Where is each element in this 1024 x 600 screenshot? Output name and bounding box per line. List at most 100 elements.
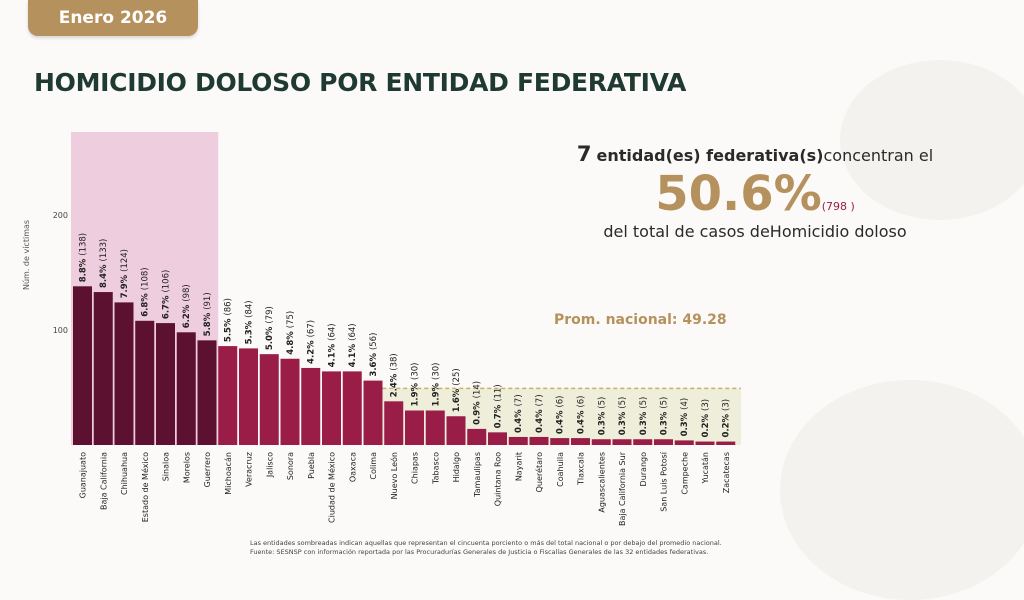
data-label: 0.9% (14): [473, 381, 483, 425]
data-label: 7.9% (124): [120, 249, 130, 298]
average-label: Prom. nacional: 49.28: [554, 312, 727, 328]
data-label: 0.3% (4): [680, 398, 690, 437]
data-label: 0.2% (3): [701, 399, 711, 438]
summary-entities: entidad(es) federativa(s): [596, 146, 824, 165]
bar: [93, 292, 113, 445]
y-tick-label: 200: [53, 211, 68, 220]
category-label: Coahuila: [556, 452, 565, 487]
category-label: Colima: [369, 452, 378, 480]
category-label: Campeche: [680, 452, 689, 495]
bar: [425, 410, 445, 445]
page-title: HOMICIDIO DOLOSO POR ENTIDAD FEDERATIVA: [34, 68, 687, 97]
data-label: 0.3% (5): [618, 397, 628, 436]
data-label: 0.4% (7): [535, 394, 545, 433]
bar: [716, 441, 736, 445]
footnote-1: Las entidades sombreadas indican aquella…: [250, 539, 722, 547]
category-label: San Luis Potosí: [660, 451, 669, 512]
data-label: 0.4% (7): [514, 394, 524, 433]
summary-percent: 50.6%: [655, 166, 822, 222]
data-label: 6.2% (98): [182, 284, 192, 328]
category-label: Veracruz: [245, 452, 254, 487]
category-label: Quintana Roo: [494, 452, 503, 506]
bar: [218, 346, 238, 445]
data-label: 0.7% (11): [494, 384, 504, 428]
category-label: Zacatecas: [722, 452, 731, 493]
category-label: Chihuahua: [120, 452, 129, 495]
category-label: Baja California Sur: [618, 451, 627, 526]
bar: [633, 439, 653, 445]
category-label: Nayarit: [514, 452, 523, 481]
bar: [280, 358, 300, 445]
bar: [156, 323, 175, 445]
data-label: 3.6% (56): [369, 333, 379, 377]
data-label: 5.0% (79): [265, 306, 275, 350]
bar: [197, 340, 217, 445]
category-label: Guanajuato: [79, 452, 88, 498]
data-label: 1.9% (30): [431, 363, 441, 407]
summary-concentrate: concentran el: [823, 146, 934, 165]
data-label: 5.8% (91): [203, 292, 213, 336]
bar: [591, 439, 611, 445]
category-label: Oaxaca: [348, 452, 357, 482]
data-label: 0.4% (6): [577, 396, 587, 435]
data-label: 2.4% (38): [390, 353, 400, 397]
period-badge: Enero 2026: [28, 0, 198, 36]
bar: [322, 371, 341, 445]
category-label: Hidalgo: [452, 452, 461, 483]
category-label: Chiapas: [411, 452, 420, 484]
bar: [488, 432, 507, 445]
summary-cases: (798 ): [821, 200, 855, 213]
bar: [654, 439, 673, 445]
category-label: Morelos: [182, 452, 191, 483]
category-label: Aguascalientes: [597, 452, 606, 513]
bar: [301, 367, 321, 445]
bar: [342, 371, 362, 445]
bar: [571, 438, 590, 445]
category-label: Tabasco: [431, 452, 440, 485]
category-label: Baja California: [99, 452, 108, 510]
data-label: 0.3% (5): [660, 397, 670, 436]
data-label: 1.9% (30): [411, 363, 421, 407]
bar: [384, 401, 404, 445]
category-label: Yucatán: [701, 452, 710, 484]
category-label: Estado de México: [140, 452, 150, 522]
bar: [695, 441, 715, 445]
data-label: 0.3% (5): [597, 397, 607, 436]
summary-line1: 7 entidad(es) federativa(s)concentran el: [540, 142, 970, 166]
category-label: Tlaxcala: [577, 452, 586, 486]
data-label: 5.3% (84): [245, 300, 255, 344]
category-label: Tamaulipas: [473, 452, 482, 498]
category-label: Ciudad de México: [327, 452, 337, 523]
data-label: 4.8% (75): [286, 311, 296, 355]
data-label: 4.1% (64): [348, 323, 358, 367]
summary-count: 7: [576, 142, 592, 166]
data-label: 0.3% (5): [639, 397, 649, 436]
bar-chart: 100 200 8.8% (138) Guanajuato 8.4% (133) Baja…: [53, 132, 741, 526]
y-tick-label: 100: [53, 326, 68, 335]
bar: [550, 438, 570, 445]
category-label: Nuevo León: [389, 452, 399, 499]
category-label: Jalisco: [265, 452, 274, 478]
data-label: 8.4% (133): [99, 239, 109, 288]
category-label: Michoacán: [224, 452, 233, 495]
data-label: 0.2% (3): [722, 399, 732, 438]
bar: [363, 380, 383, 445]
bar: [73, 286, 92, 445]
summary-box: 7 entidad(es) federativa(s)concentran el…: [540, 142, 970, 241]
category-label: Puebla: [307, 452, 316, 479]
summary-line3: del total de casos deHomicidio doloso: [603, 222, 907, 241]
background-swirl: [840, 60, 1024, 220]
background-swirl: [780, 380, 1024, 600]
bar: [446, 416, 466, 445]
footnote-2: Fuente: SESNSP con información reportada…: [250, 548, 709, 556]
category-label: Durango: [639, 452, 648, 487]
bar: [114, 302, 134, 445]
data-label: 4.2% (67): [307, 320, 317, 364]
bar: [612, 439, 632, 445]
bar: [176, 332, 196, 445]
bar: [259, 354, 279, 445]
data-label: 1.6% (25): [452, 368, 462, 412]
data-label: 0.4% (6): [556, 396, 566, 435]
data-label: 4.1% (64): [328, 323, 338, 367]
bar: [529, 436, 549, 445]
